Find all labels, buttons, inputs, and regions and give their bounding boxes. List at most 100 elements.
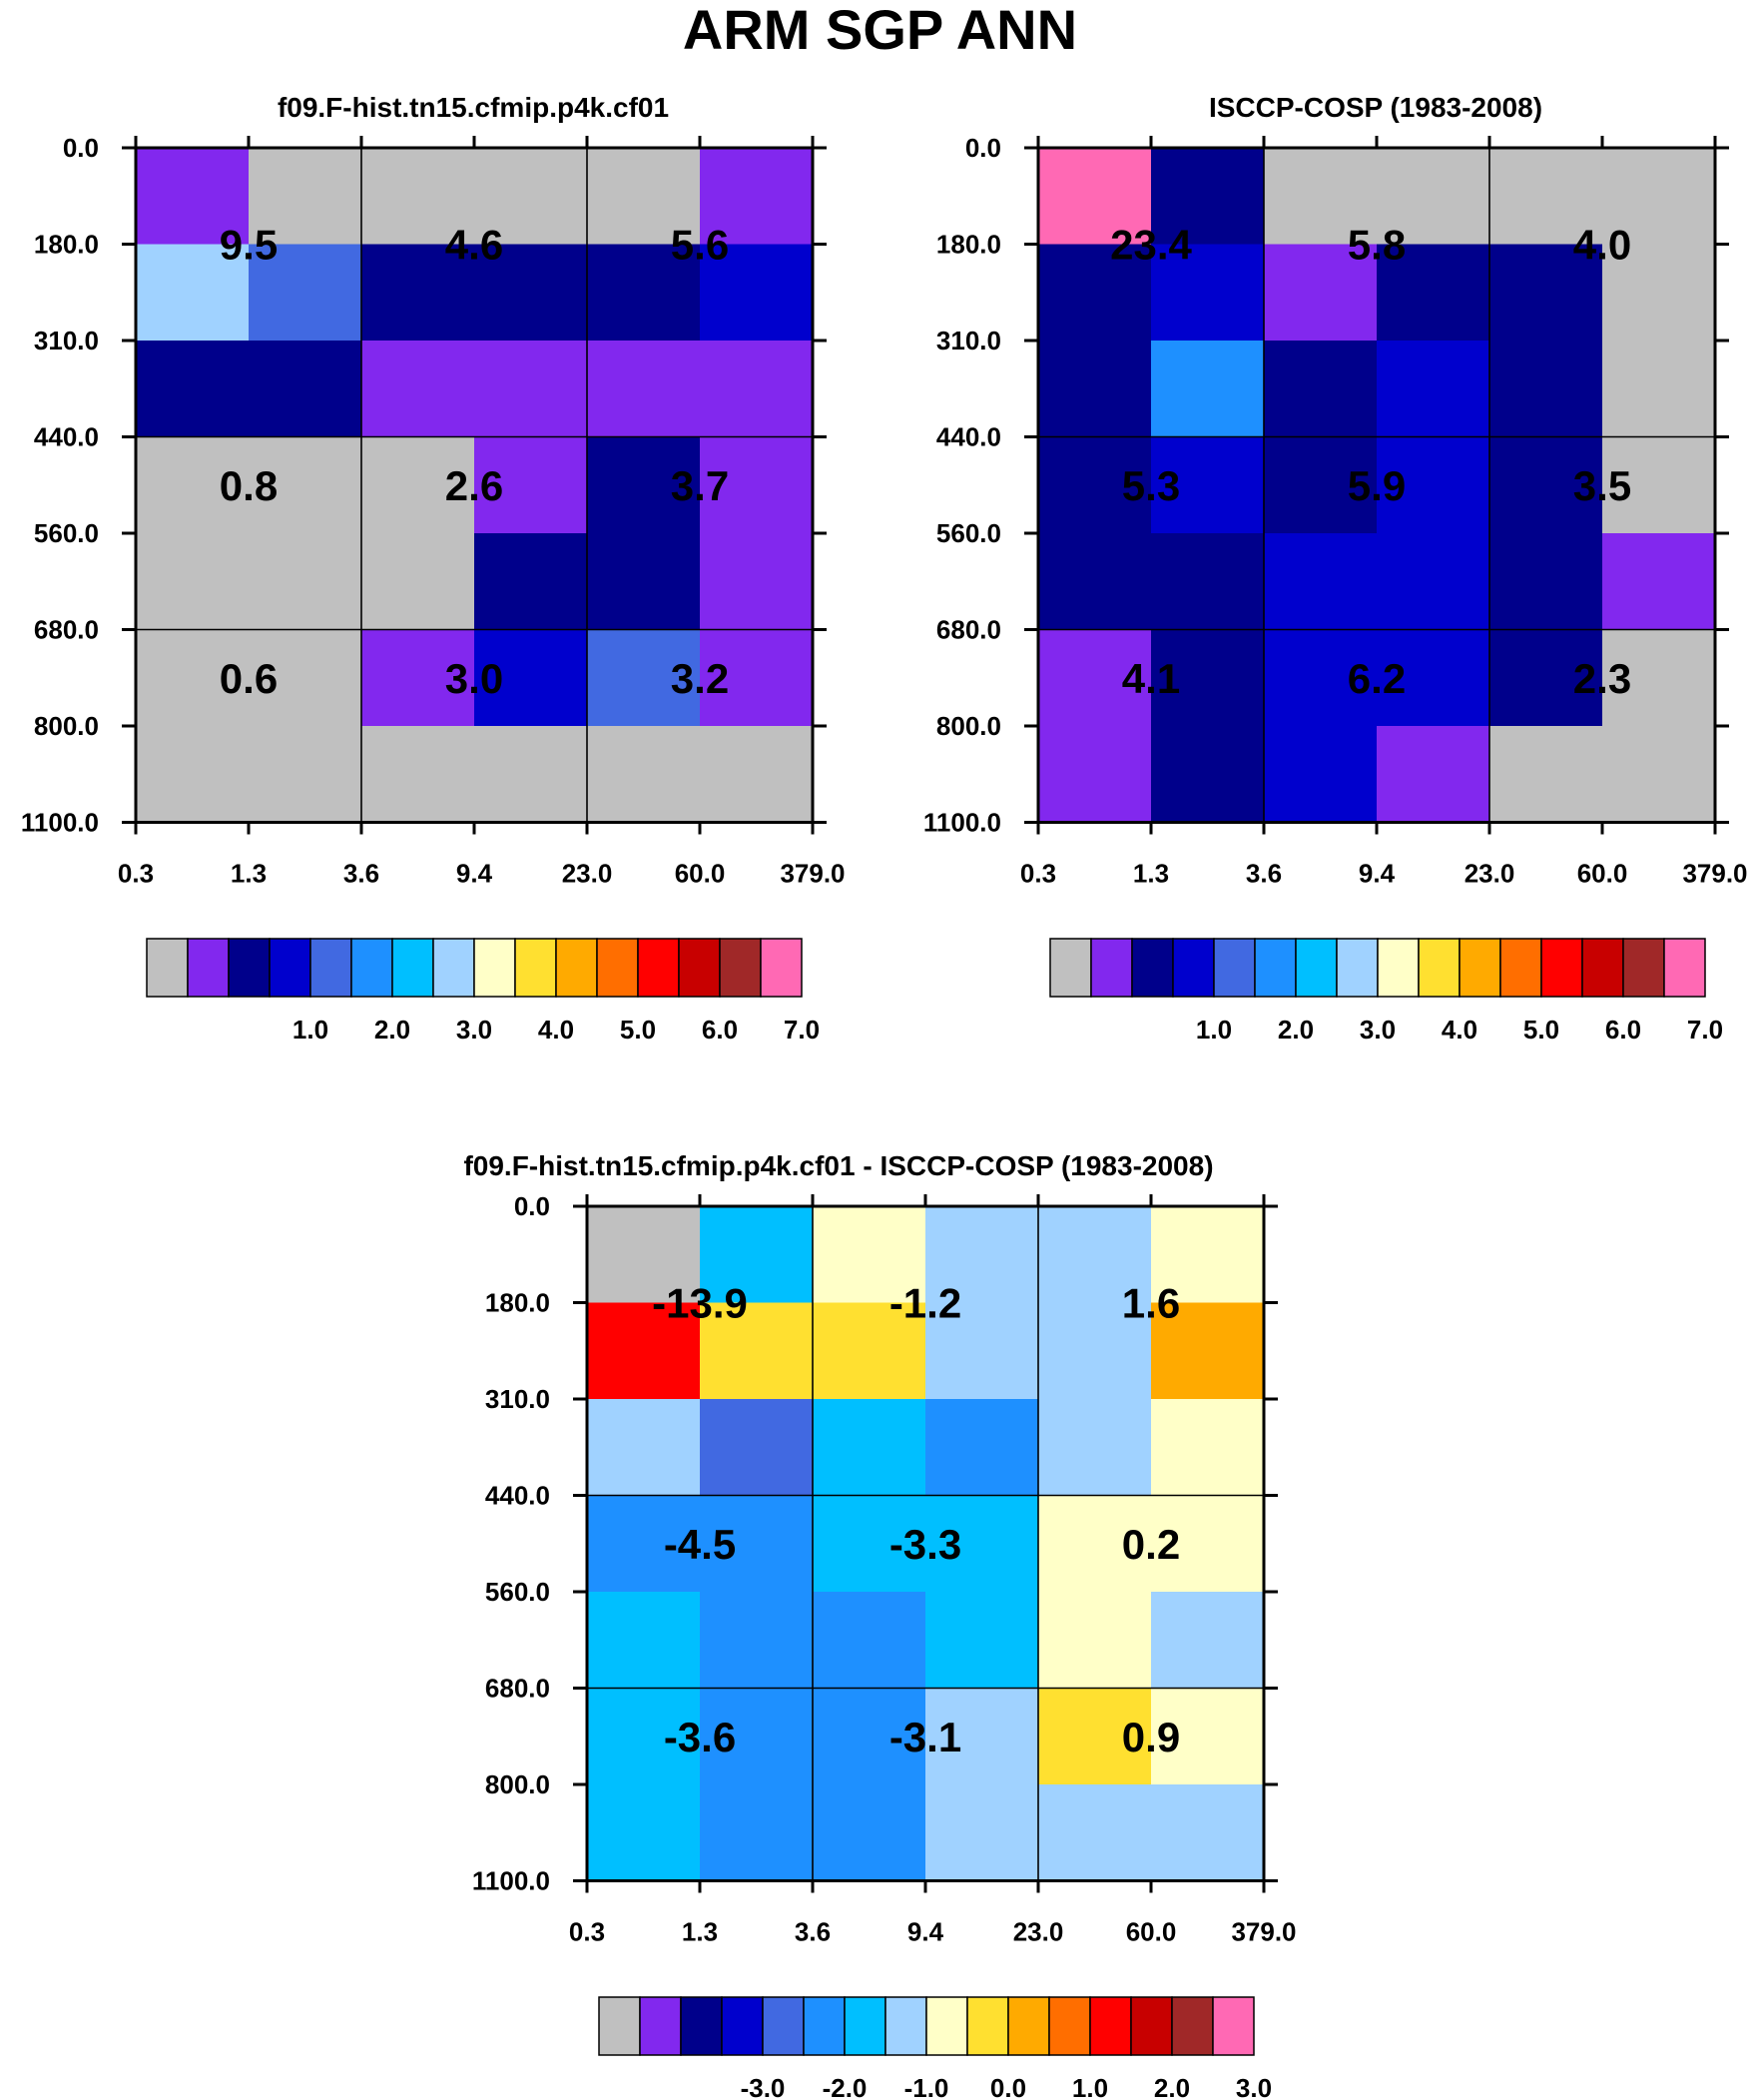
colorbar-swatch [762, 1996, 805, 2056]
colorbar-label: 1.0 [1072, 2073, 1108, 2100]
heatmap-cell [1377, 533, 1490, 631]
colorbar-label: 2.0 [1278, 1015, 1314, 1045]
heatmap-cell [361, 629, 475, 727]
x-tick-label: 1.3 [682, 1917, 718, 1947]
colorbar-swatch [680, 1996, 723, 2056]
heatmap-cell [925, 1784, 1039, 1882]
colorbar-label: 3.0 [456, 1015, 492, 1045]
heatmap-cell [1377, 244, 1490, 342]
summary-value: -13.9 [652, 1280, 748, 1327]
heatmap-cell [361, 726, 475, 824]
x-tick-label: 1.3 [231, 859, 267, 889]
heatmap-cell [925, 1592, 1039, 1690]
heatmap-cell [1489, 436, 1603, 534]
colorbar-label: 7.0 [784, 1015, 820, 1045]
heatmap-cell [361, 244, 475, 342]
heatmap-cell [925, 1495, 1039, 1593]
summary-value: -3.3 [889, 1521, 961, 1568]
colorbar-swatch [639, 1996, 682, 2056]
heatmap-cell [1151, 341, 1265, 438]
heatmap-cell [1602, 341, 1716, 438]
heatmap-cell [700, 1206, 814, 1304]
y-tick-label: 0.0 [514, 1191, 550, 1221]
colorbar-label: 7.0 [1687, 1015, 1723, 1045]
colorbar-swatch [187, 938, 230, 998]
heatmap-cell [1602, 726, 1716, 824]
heatmap-cell [587, 726, 701, 824]
heatmap-cell [813, 1688, 926, 1785]
heatmap-cell [813, 1302, 926, 1400]
x-tick-label: 23.0 [1013, 1917, 1064, 1947]
heatmap-cell [587, 341, 701, 438]
x-tick-label: 60.0 [1577, 859, 1628, 889]
heatmap-cell [136, 726, 250, 824]
heatmap-cell [136, 341, 250, 438]
x-tick-label: 379.0 [1682, 859, 1747, 889]
heatmap-cell [700, 1688, 814, 1785]
heatmap-cell [1038, 1302, 1152, 1400]
summary-value: 6.2 [1348, 655, 1406, 702]
colorbar-label: 1.0 [293, 1015, 328, 1045]
summary-value: 5.9 [1348, 462, 1406, 509]
heatmap-cell [1151, 436, 1265, 534]
y-tick-label: 0.0 [63, 133, 99, 163]
y-tick-label: 1100.0 [21, 808, 99, 838]
summary-value: 0.6 [220, 655, 278, 702]
x-tick-label: 3.6 [343, 859, 379, 889]
y-tick-label: 0.0 [965, 133, 1001, 163]
main-title: ARM SGP ANN [682, 0, 1078, 61]
summary-value: 4.0 [1573, 222, 1631, 269]
summary-value: 9.5 [220, 222, 278, 269]
heatmap-cell [1602, 148, 1716, 246]
heatmap-cell [587, 244, 701, 342]
heatmap-cell [1151, 1399, 1265, 1497]
heatmap-cell [700, 1399, 814, 1497]
summary-value: 4.1 [1122, 655, 1180, 702]
heatmap-cell [249, 148, 362, 246]
y-tick-label: 1100.0 [472, 1866, 550, 1896]
colorbar-swatch [350, 938, 393, 998]
heatmap-cell [474, 629, 588, 727]
colorbar-swatch [678, 938, 721, 998]
heatmap-cell [587, 1206, 701, 1304]
colorbar-label: 4.0 [1442, 1015, 1477, 1045]
y-tick-label: 440.0 [936, 422, 1001, 452]
summary-value: 23.4 [1110, 222, 1192, 269]
colorbar-label: -3.0 [741, 2073, 786, 2100]
heatmap-cell [1151, 1688, 1265, 1785]
heatmap-cell [1038, 1399, 1152, 1497]
panel-title-diff: f09.F-hist.tn15.cfmip.p4k.cf01 - ISCCP-C… [463, 1150, 1214, 1181]
heatmap-cell [925, 1399, 1039, 1497]
heatmap-cell [700, 436, 814, 534]
heatmap-cell [1151, 1784, 1265, 1882]
x-tick-label: 3.6 [1246, 859, 1282, 889]
panel-title-obs: ISCCP-COSP (1983-2008) [1208, 92, 1543, 123]
heatmap-cell [1264, 148, 1378, 246]
y-tick-label: 180.0 [34, 230, 99, 260]
colorbar-label: -2.0 [823, 2073, 868, 2100]
heatmap-cell [1038, 1206, 1152, 1304]
heatmap-cell [813, 1784, 926, 1882]
x-tick-label: 3.6 [795, 1917, 831, 1947]
colorbar-label: 5.0 [1523, 1015, 1559, 1045]
summary-value: 2.6 [445, 462, 503, 509]
x-tick-label: 60.0 [675, 859, 726, 889]
y-tick-label: 1100.0 [923, 808, 1001, 838]
heatmap-cell [587, 1688, 701, 1785]
colorbar-label: 5.0 [620, 1015, 656, 1045]
heatmap-cell [361, 533, 475, 631]
colorbar-swatch [1172, 938, 1215, 998]
colorbar-label: 2.0 [1154, 2073, 1190, 2100]
heatmap-cell [1151, 533, 1265, 631]
colorbar-label: 6.0 [1605, 1015, 1641, 1045]
heatmap-cell [1489, 533, 1603, 631]
heatmap-cell [249, 533, 362, 631]
y-tick-label: 310.0 [936, 326, 1001, 355]
colorbar-swatch [1663, 938, 1706, 998]
y-tick-label: 800.0 [34, 711, 99, 741]
colorbar-swatch [760, 938, 803, 998]
summary-value: 2.3 [1573, 655, 1631, 702]
colorbar-label: -1.0 [904, 2073, 949, 2100]
heatmap-cell [136, 533, 250, 631]
